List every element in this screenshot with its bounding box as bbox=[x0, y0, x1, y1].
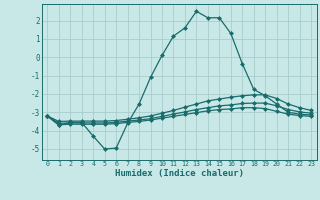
X-axis label: Humidex (Indice chaleur): Humidex (Indice chaleur) bbox=[115, 169, 244, 178]
